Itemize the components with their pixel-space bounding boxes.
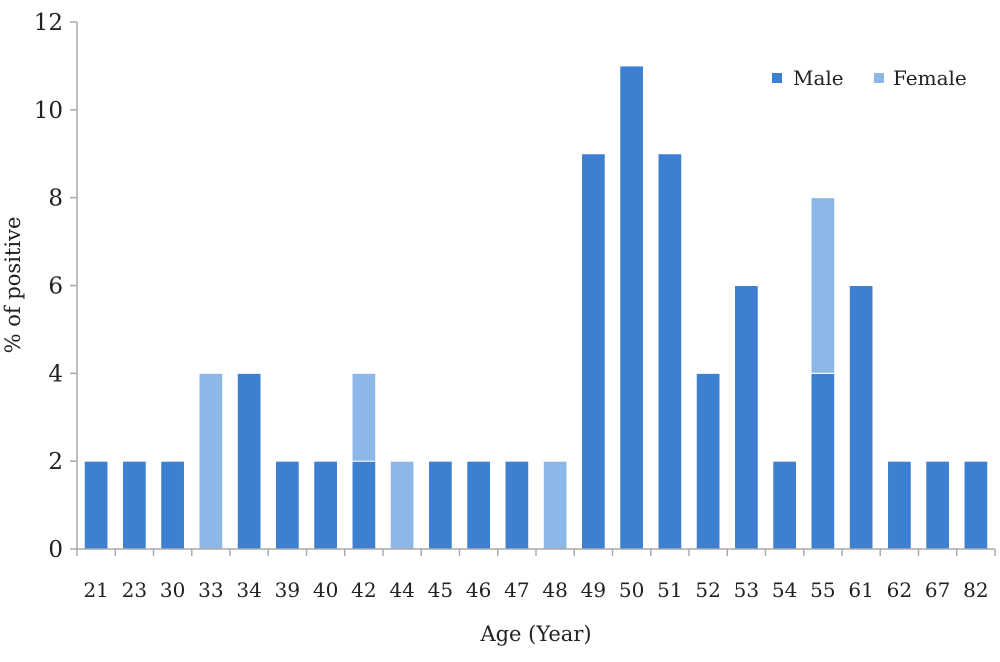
- x-tick-label: 21: [83, 578, 108, 602]
- bar-male-49: [581, 153, 606, 550]
- x-ticks-group: 21 23 30 33 34 39 40 42 44 45 46 47 48 49 50 51 52 53 54 55…: [76, 549, 996, 602]
- legend-swatch-female: [874, 73, 884, 83]
- y-tick-label: 8: [48, 186, 63, 212]
- bar-male-82: [963, 460, 989, 550]
- x-tick-label: 47: [504, 578, 529, 602]
- x-tick-label: 42: [351, 578, 376, 602]
- x-tick-label: 49: [581, 578, 606, 602]
- x-tick-label: 39: [275, 578, 300, 602]
- bar-female-33: [198, 372, 224, 550]
- bar-male-42: [351, 460, 377, 550]
- bars-group: [83, 65, 989, 550]
- bar-male-34: [236, 372, 262, 550]
- y-tick-label: 2: [48, 449, 63, 475]
- bar-male-51: [657, 153, 683, 550]
- y-tick-label: 0: [48, 537, 63, 563]
- legend-label-female: Female: [893, 66, 967, 90]
- bar-male-46: [466, 460, 491, 550]
- x-tick-label: 23: [122, 578, 147, 602]
- y-axis-label: % of positive: [1, 217, 25, 354]
- bar-female-42: [351, 372, 377, 462]
- bar-male-47: [504, 460, 530, 550]
- x-tick-label: 40: [313, 578, 338, 602]
- y-tick-label: 12: [34, 10, 63, 36]
- bar-male-39: [275, 460, 300, 550]
- x-tick-label: 33: [198, 578, 223, 602]
- bar-male-53: [734, 285, 759, 550]
- bar-male-62: [887, 460, 912, 550]
- legend: Male Female: [772, 66, 967, 90]
- bar-female-55: [810, 197, 836, 374]
- x-tick-label: 53: [734, 578, 759, 602]
- x-tick-label: 48: [542, 578, 567, 602]
- x-tick-label: 67: [925, 578, 950, 602]
- bar-female-48: [542, 460, 568, 550]
- x-axis-label: Age (Year): [479, 622, 591, 646]
- y-ticks-group: 0 2 4 6 8 10 12: [34, 10, 77, 563]
- y-tick-label: 10: [34, 98, 63, 124]
- legend-label-male: Male: [793, 66, 844, 90]
- bar-female-44: [389, 460, 415, 550]
- x-tick-label: 55: [810, 578, 835, 602]
- bar-male-50: [619, 65, 644, 550]
- x-tick-label: 51: [657, 578, 682, 602]
- x-tick-label: 52: [695, 578, 720, 602]
- legend-swatch-male: [772, 73, 782, 83]
- y-tick-label: 4: [48, 361, 63, 387]
- bar-male-45: [428, 460, 453, 550]
- x-tick-label: 44: [389, 578, 414, 602]
- x-tick-label: 61: [848, 578, 873, 602]
- bar-male-52: [695, 372, 721, 550]
- x-tick-label: 54: [772, 578, 797, 602]
- bar-male-67: [925, 460, 950, 550]
- x-tick-label: 46: [466, 578, 491, 602]
- bar-male-21: [83, 460, 109, 550]
- bar-male-55: [810, 372, 836, 550]
- bar-male-40: [313, 460, 338, 550]
- x-tick-label: 34: [236, 578, 261, 602]
- x-tick-label: 82: [963, 578, 988, 602]
- bar-male-23: [122, 460, 147, 550]
- x-tick-label: 50: [619, 578, 644, 602]
- bar-male-54: [772, 460, 797, 550]
- x-tick-label: 62: [887, 578, 912, 602]
- bar-male-61: [848, 285, 874, 550]
- y-tick-label: 6: [48, 274, 63, 300]
- bar-male-30: [160, 460, 185, 550]
- x-tick-label: 45: [428, 578, 453, 602]
- x-tick-label: 30: [160, 578, 185, 602]
